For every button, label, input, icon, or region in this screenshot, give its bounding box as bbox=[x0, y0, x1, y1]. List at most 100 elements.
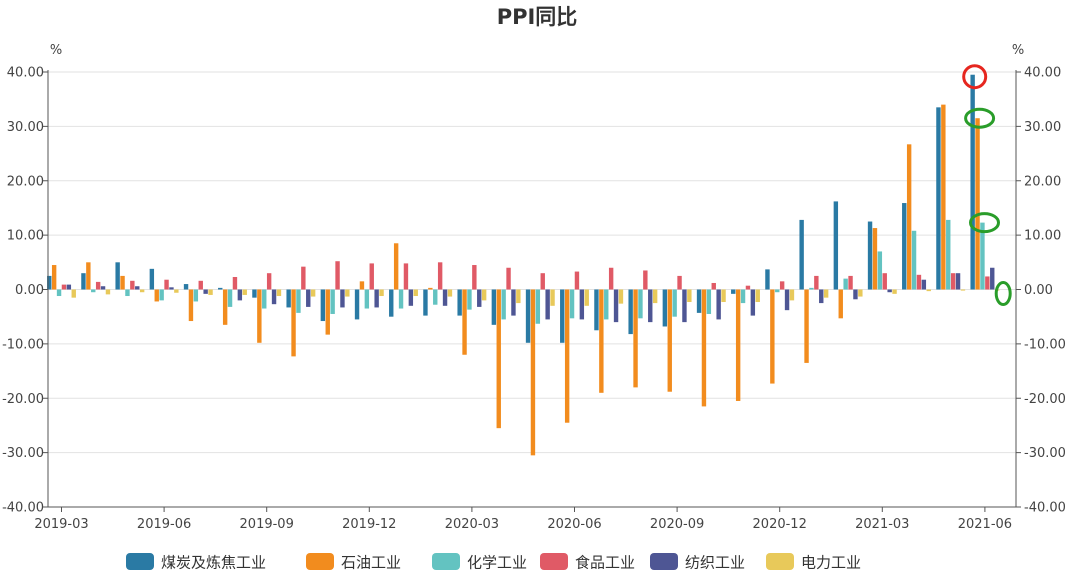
legend-label: 纺织工业 bbox=[685, 554, 745, 572]
bar bbox=[525, 289, 531, 343]
bar bbox=[174, 289, 179, 293]
bar bbox=[447, 289, 453, 297]
bar bbox=[804, 289, 809, 363]
bars bbox=[47, 74, 1000, 456]
bar bbox=[105, 289, 111, 295]
bar bbox=[222, 289, 228, 325]
bar bbox=[858, 289, 863, 297]
bar bbox=[320, 289, 326, 322]
y-tick-label-left: -20.00 bbox=[2, 392, 44, 407]
bar bbox=[682, 289, 687, 323]
bar bbox=[706, 289, 712, 314]
bar bbox=[306, 289, 311, 307]
legend-item[interactable]: 化学工业 bbox=[432, 553, 527, 572]
bar bbox=[472, 265, 477, 290]
x-tick-labels: 2019-03 2019-06 2019-09 2019-12 2020-03 2020-… bbox=[34, 507, 1012, 532]
legend: 煤炭及炼焦工业 石油工业 化学工业 食品工业 纺织工业 电力工业 bbox=[126, 553, 861, 572]
bar bbox=[408, 289, 414, 306]
axes bbox=[43, 70, 1021, 508]
bar bbox=[286, 289, 291, 308]
bar bbox=[550, 289, 555, 306]
bar bbox=[950, 273, 956, 290]
bar bbox=[687, 289, 692, 303]
bar bbox=[227, 289, 233, 307]
bar bbox=[232, 276, 238, 290]
bar bbox=[276, 289, 282, 297]
bar bbox=[413, 289, 418, 297]
legend-item[interactable]: 电力工业 bbox=[766, 553, 861, 572]
legend-swatch bbox=[126, 553, 154, 570]
bar bbox=[237, 289, 243, 301]
bar bbox=[648, 289, 653, 323]
legend-item[interactable]: 纺织工业 bbox=[650, 553, 745, 572]
bar bbox=[848, 275, 853, 290]
bar bbox=[301, 266, 306, 290]
bar bbox=[872, 228, 878, 290]
annotations bbox=[962, 64, 1012, 306]
legend-swatch bbox=[306, 553, 334, 570]
bar bbox=[218, 287, 223, 290]
legend-item[interactable]: 石油工业 bbox=[306, 553, 401, 572]
bar bbox=[833, 201, 839, 290]
bar bbox=[916, 274, 922, 290]
bar bbox=[364, 289, 370, 309]
bar bbox=[369, 263, 374, 290]
y-tick-label-left: 10.00 bbox=[7, 229, 44, 244]
bar bbox=[809, 287, 814, 290]
bar bbox=[56, 289, 62, 297]
bar bbox=[540, 273, 545, 290]
bar bbox=[560, 289, 565, 343]
bar bbox=[838, 289, 843, 319]
chart-title: PPI同比 bbox=[497, 5, 578, 29]
bar bbox=[750, 289, 756, 316]
bar bbox=[941, 104, 946, 290]
legend-swatch bbox=[650, 553, 678, 570]
y-tick-label-left: 30.00 bbox=[7, 120, 44, 135]
bar bbox=[91, 289, 96, 293]
highlight-ellipse bbox=[994, 281, 1012, 306]
y-tick-label-right: -40.00 bbox=[1024, 501, 1066, 516]
y-tick-label-left: -10.00 bbox=[2, 337, 44, 352]
bar bbox=[477, 289, 482, 307]
bar bbox=[911, 230, 917, 290]
bar bbox=[198, 280, 203, 290]
bar bbox=[310, 289, 316, 297]
legend-swatch bbox=[432, 553, 460, 570]
bar bbox=[652, 289, 658, 304]
bar bbox=[345, 289, 350, 297]
bar bbox=[867, 221, 873, 290]
bar bbox=[936, 107, 941, 290]
bar bbox=[843, 278, 848, 290]
bar bbox=[755, 289, 760, 303]
bar bbox=[71, 289, 76, 298]
y-tick-label-right: 20.00 bbox=[1024, 174, 1061, 189]
bar bbox=[433, 289, 438, 305]
bar bbox=[672, 289, 677, 317]
bar bbox=[423, 289, 428, 316]
bar bbox=[819, 289, 824, 304]
y-tick-label-right: 40.00 bbox=[1024, 66, 1061, 81]
bar bbox=[66, 284, 72, 290]
bar bbox=[291, 289, 296, 357]
bar bbox=[130, 280, 135, 290]
bar bbox=[906, 144, 912, 290]
bar bbox=[604, 289, 609, 320]
x-tick-label: 2020-06 bbox=[547, 517, 601, 532]
bar bbox=[799, 219, 804, 290]
legend-item[interactable]: 食品工业 bbox=[540, 553, 635, 572]
bar bbox=[467, 289, 472, 310]
bar bbox=[638, 289, 643, 319]
bar bbox=[677, 275, 682, 290]
bar bbox=[139, 289, 145, 293]
bar bbox=[95, 281, 101, 290]
bar bbox=[403, 263, 409, 290]
bar bbox=[696, 289, 702, 313]
legend-item[interactable]: 煤炭及炼焦工业 bbox=[126, 553, 266, 572]
bar bbox=[340, 289, 345, 308]
y-tick-label-right: -10.00 bbox=[1024, 337, 1066, 352]
bar bbox=[926, 289, 931, 292]
bar bbox=[535, 289, 541, 324]
legend-label: 石油工业 bbox=[341, 554, 401, 572]
x-tick-label: 2019-06 bbox=[137, 517, 191, 532]
x-tick-label: 2019-12 bbox=[342, 517, 396, 532]
